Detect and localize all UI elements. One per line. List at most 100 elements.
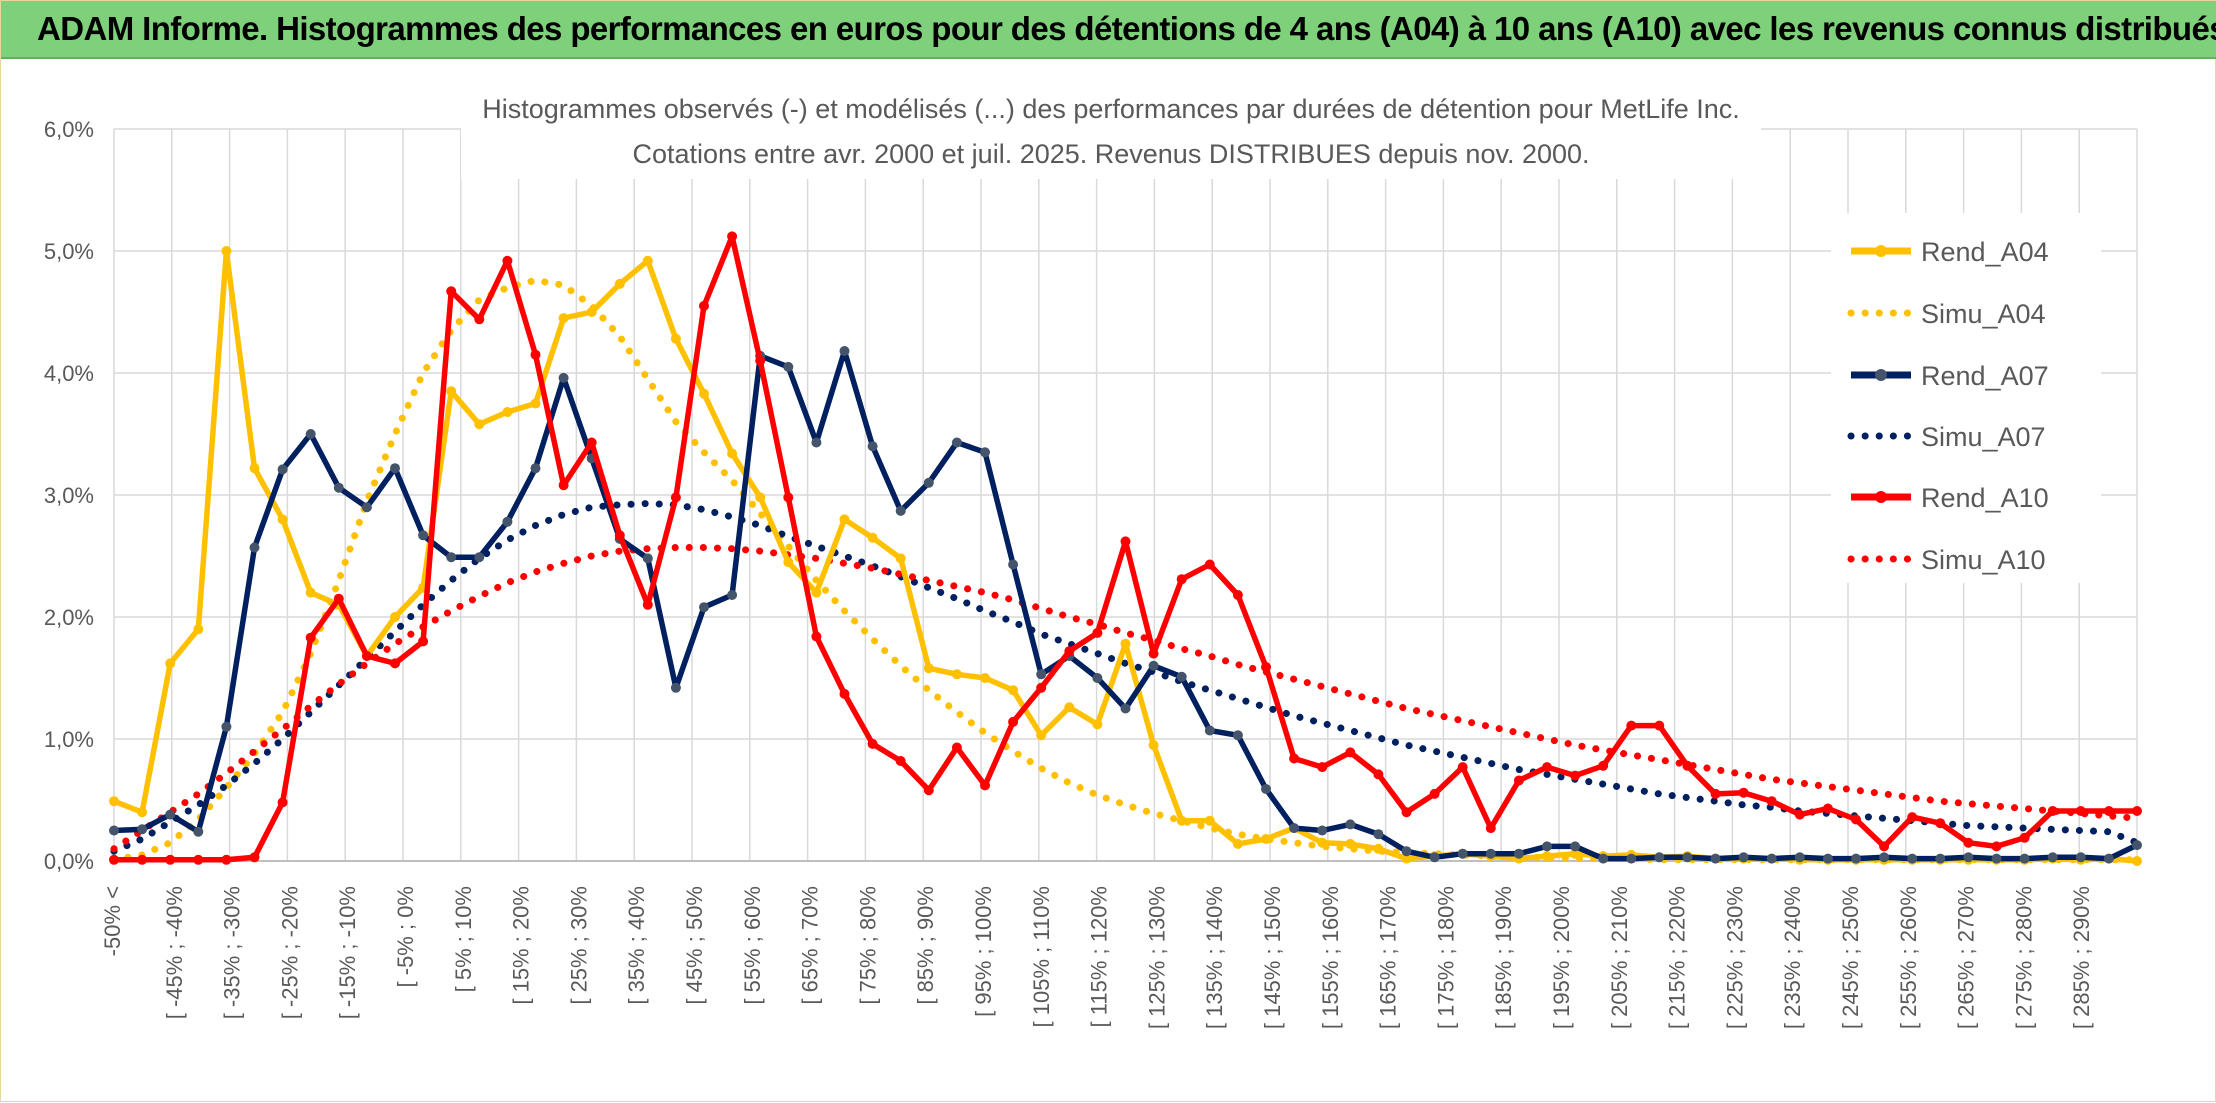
data-point-rend-a10 — [755, 355, 766, 366]
x-tick-label: [ 195% ; 200% — [1549, 886, 1574, 1029]
data-point-rend-a04 — [390, 612, 400, 622]
data-point-rend-a10 — [333, 593, 344, 604]
chart-subtitle: Cotations entre avr. 2000 et juil. 2025.… — [632, 139, 1589, 169]
data-point-rend-a10 — [951, 742, 962, 753]
data-point-rend-a10 — [1204, 559, 1215, 570]
x-tick-label: [ -25% ; -20% — [277, 886, 302, 1019]
data-point-rend-a04 — [1232, 838, 1243, 849]
data-point-rend-a07 — [2132, 840, 2142, 851]
data-point-rend-a07 — [165, 809, 176, 820]
x-tick-label: [ 205% ; 210% — [1607, 886, 1632, 1029]
data-point-rend-a10 — [839, 688, 850, 699]
data-point-rend-a07 — [1822, 853, 1833, 864]
x-tick-label: [ 125% ; 130% — [1144, 886, 1169, 1029]
data-point-rend-a10 — [1991, 841, 2002, 852]
data-point-rend-a10 — [530, 349, 541, 360]
data-point-rend-a07 — [1907, 853, 1918, 864]
legend-marker-rend-a07 — [1875, 369, 1887, 381]
data-point-rend-a04 — [614, 278, 625, 289]
data-point-rend-a04 — [727, 448, 738, 459]
data-point-rend-a10 — [895, 756, 906, 766]
data-point-rend-a10 — [1373, 769, 1384, 780]
x-tick-label: [ 85% ; 90% — [913, 886, 938, 1005]
data-point-rend-a07 — [137, 824, 148, 835]
data-point-rend-a07 — [1008, 559, 1019, 570]
x-tick-label: [ 215% ; 220% — [1665, 886, 1690, 1029]
data-point-rend-a10 — [2103, 806, 2114, 816]
data-point-rend-a04 — [1345, 838, 1356, 849]
y-tick-label: 0,0% — [44, 849, 94, 874]
data-point-rend-a07 — [1682, 852, 1693, 863]
x-tick-label: [ 155% ; 160% — [1318, 886, 1343, 1029]
data-point-rend-a07 — [1261, 784, 1271, 794]
data-point-rend-a07 — [2075, 852, 2086, 863]
data-point-rend-a10 — [2132, 806, 2142, 816]
data-point-rend-a10 — [558, 480, 569, 491]
data-point-rend-a07 — [305, 429, 316, 439]
data-point-rend-a10 — [642, 599, 653, 610]
data-point-rend-a10 — [1851, 814, 1861, 825]
x-tick-label: [ 45% ; 50% — [682, 886, 707, 1005]
data-point-rend-a07 — [923, 477, 934, 488]
data-point-rend-a07 — [642, 553, 653, 564]
data-point-rend-a04 — [1036, 730, 1047, 741]
data-point-rend-a04 — [1542, 851, 1552, 862]
y-tick-label: 2,0% — [44, 605, 94, 630]
data-point-rend-a07 — [1120, 703, 1131, 714]
data-point-rend-a10 — [1682, 760, 1693, 771]
data-point-rend-a10 — [249, 852, 260, 863]
data-point-rend-a04 — [137, 807, 148, 818]
legend-label-simu-a10: Simu_A10 — [1921, 545, 2046, 575]
data-point-rend-a07 — [1232, 730, 1243, 741]
y-tick-label: 5,0% — [44, 239, 94, 264]
x-tick-label: [ -15% ; -10% — [335, 886, 360, 1019]
data-point-rend-a04 — [1092, 719, 1103, 730]
x-tick-label: [ 275% ; 280% — [2011, 886, 2036, 1029]
data-point-rend-a07 — [333, 482, 344, 493]
data-point-rend-a04 — [165, 658, 176, 669]
data-point-rend-a10 — [783, 492, 794, 503]
data-point-rend-a10 — [109, 854, 119, 865]
legend-label-simu-a07: Simu_A07 — [1921, 422, 2046, 452]
data-point-rend-a07 — [699, 602, 709, 613]
data-point-rend-a04 — [502, 407, 513, 417]
legend: Rend_A04 Simu_A04 Rend_A07 Simu_A07 Rend… — [1831, 213, 2101, 583]
data-point-rend-a07 — [2019, 853, 2030, 864]
x-tick-label: [ 175% ; 180% — [1433, 886, 1458, 1029]
data-point-rend-a07 — [1176, 671, 1187, 682]
data-point-rend-a07 — [1851, 853, 1861, 864]
data-point-rend-a04 — [1401, 853, 1412, 864]
x-tick-label: [ 235% ; 240% — [1780, 886, 1805, 1029]
data-point-rend-a04 — [1204, 815, 1215, 826]
y-tick-label: 6,0% — [44, 117, 94, 142]
data-point-rend-a10 — [1289, 753, 1300, 764]
data-point-rend-a10 — [1064, 646, 1075, 657]
data-point-rend-a07 — [109, 825, 119, 836]
data-point-rend-a10 — [1570, 770, 1581, 781]
data-point-rend-a07 — [474, 552, 485, 563]
data-point-rend-a10 — [305, 632, 316, 643]
data-point-rend-a07 — [1598, 853, 1609, 864]
x-tick-label: [ 255% ; 260% — [1896, 886, 1921, 1029]
data-point-rend-a04 — [1373, 843, 1384, 854]
data-point-rend-a04 — [783, 557, 794, 568]
y-tick-label: 1,0% — [44, 727, 94, 752]
data-point-rend-a10 — [1766, 796, 1777, 807]
x-tick-label: [ 65% ; 70% — [798, 886, 823, 1005]
data-point-rend-a04 — [277, 514, 288, 525]
data-point-rend-a10 — [1429, 788, 1440, 799]
data-point-rend-a07 — [558, 372, 569, 383]
data-point-rend-a07 — [1626, 853, 1637, 864]
data-point-rend-a10 — [1907, 812, 1918, 823]
data-point-rend-a07 — [1289, 823, 1300, 834]
data-point-rend-a04 — [1317, 837, 1328, 848]
x-tick-label: [ 265% ; 270% — [1954, 886, 1979, 1029]
data-point-rend-a04 — [980, 673, 990, 683]
data-point-rend-a07 — [1036, 669, 1047, 680]
data-point-rend-a07 — [277, 464, 288, 475]
data-point-rend-a10 — [1822, 803, 1833, 814]
data-point-rend-a04 — [839, 514, 850, 525]
data-point-rend-a07 — [1092, 673, 1103, 683]
data-point-rend-a07 — [1879, 852, 1890, 863]
